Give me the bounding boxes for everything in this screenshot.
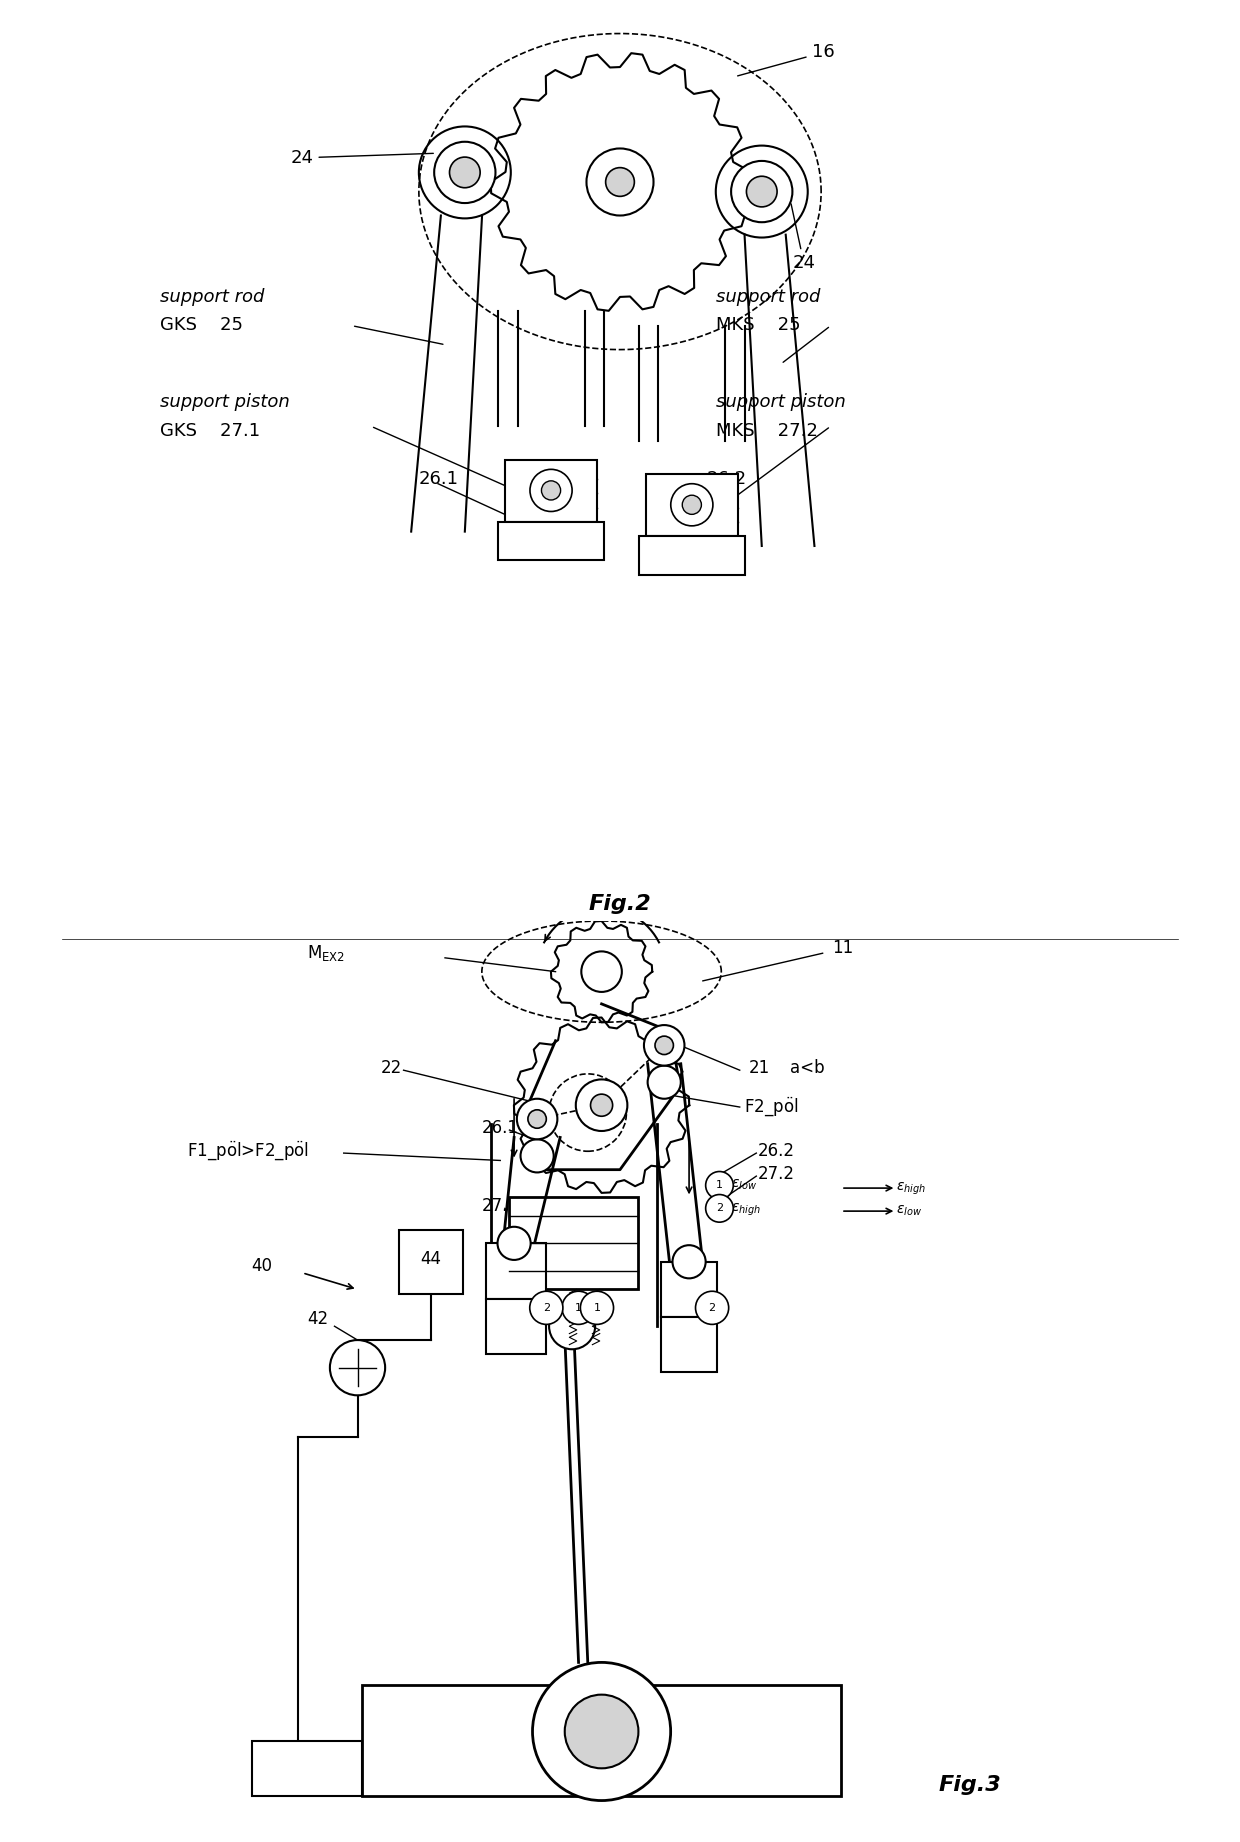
Text: support rod: support rod [715, 287, 820, 306]
Text: 1: 1 [715, 1181, 723, 1190]
Circle shape [450, 157, 480, 188]
Circle shape [644, 1024, 684, 1065]
Circle shape [706, 1172, 733, 1199]
Polygon shape [528, 1004, 680, 1170]
Text: $\varepsilon_{low}$: $\varepsilon_{low}$ [730, 1179, 756, 1192]
Circle shape [605, 168, 635, 197]
Polygon shape [500, 1138, 518, 1271]
Text: 27.2: 27.2 [758, 1164, 795, 1183]
Circle shape [682, 495, 702, 514]
Text: 27.1: 27.1 [482, 1197, 518, 1216]
Circle shape [647, 1065, 681, 1098]
Text: 24: 24 [791, 204, 816, 273]
Text: GKS    27.1: GKS 27.1 [160, 422, 260, 440]
Text: F1_p$\ddot{\sf o}$l>F2_p$\ddot{\sf o}$l: F1_p$\ddot{\sf o}$l>F2_p$\ddot{\sf o}$l [187, 1140, 309, 1162]
Text: p$\ddot{\sf o}$l: p$\ddot{\sf o}$l [588, 1724, 615, 1746]
Circle shape [587, 149, 653, 216]
Text: 2: 2 [708, 1302, 715, 1313]
Circle shape [564, 1695, 639, 1768]
Circle shape [497, 1227, 531, 1260]
Circle shape [580, 1291, 614, 1324]
Text: 24: 24 [290, 149, 433, 168]
Bar [362, 1685, 841, 1796]
Text: GKS    25: GKS 25 [160, 317, 243, 335]
Text: MKS    27.2: MKS 27.2 [715, 422, 817, 440]
Circle shape [696, 1291, 729, 1324]
Text: 2: 2 [715, 1203, 723, 1214]
Circle shape [528, 1109, 547, 1127]
Text: 1: 1 [594, 1302, 600, 1313]
Text: 11: 11 [832, 939, 853, 958]
Bar [510, 1197, 639, 1289]
Circle shape [517, 1098, 557, 1138]
Text: b: b [528, 1105, 538, 1124]
Text: 42: 42 [306, 1310, 329, 1328]
Circle shape [330, 1341, 386, 1396]
Text: M$_{\sf EX2}$: M$_{\sf EX2}$ [306, 943, 345, 963]
Circle shape [529, 470, 572, 512]
Circle shape [549, 1304, 595, 1348]
Bar [646, 473, 738, 536]
Bar [639, 536, 744, 575]
Circle shape [542, 481, 560, 499]
Text: 26.2: 26.2 [707, 470, 746, 488]
Bar [505, 460, 596, 521]
Circle shape [732, 160, 792, 223]
Text: 1: 1 [575, 1302, 582, 1313]
Circle shape [434, 142, 496, 203]
Text: 22: 22 [381, 1059, 402, 1078]
Text: support rod: support rod [160, 287, 264, 306]
Text: Fig.3: Fig.3 [939, 1776, 1002, 1796]
Circle shape [575, 1079, 627, 1131]
Circle shape [521, 1138, 554, 1173]
Text: $\varepsilon_{low}$: $\varepsilon_{low}$ [897, 1205, 923, 1218]
Circle shape [529, 1291, 563, 1324]
Bar [661, 1317, 717, 1372]
Text: a<b: a<b [790, 1059, 825, 1078]
Circle shape [706, 1195, 733, 1223]
Text: MKS    25: MKS 25 [715, 317, 800, 335]
Circle shape [655, 1035, 673, 1054]
Circle shape [590, 1094, 613, 1116]
Text: support piston: support piston [715, 392, 846, 411]
Text: 26.1: 26.1 [482, 1118, 518, 1137]
Text: 2: 2 [543, 1302, 549, 1313]
Text: $\varepsilon_{high}$: $\varepsilon_{high}$ [897, 1181, 926, 1197]
Circle shape [672, 1245, 706, 1278]
Text: 21: 21 [749, 1059, 770, 1078]
Bar [486, 1299, 547, 1354]
Bar [252, 1741, 362, 1796]
Text: 26.1: 26.1 [419, 470, 459, 488]
Text: 16: 16 [738, 44, 835, 76]
Bar [399, 1230, 464, 1295]
Circle shape [671, 484, 713, 525]
Text: F2_p$\ddot{\sf o}$l: F2_p$\ddot{\sf o}$l [744, 1096, 799, 1118]
Circle shape [746, 177, 777, 206]
Bar [486, 1243, 547, 1299]
Bar [661, 1262, 717, 1317]
Circle shape [582, 952, 621, 991]
Bar [498, 521, 604, 560]
Text: support piston: support piston [160, 392, 290, 411]
Text: 44: 44 [420, 1249, 441, 1267]
Text: Fig.2: Fig.2 [589, 893, 651, 914]
Text: 40: 40 [252, 1256, 273, 1275]
Circle shape [532, 1661, 671, 1801]
Text: 26.2: 26.2 [758, 1142, 795, 1160]
Circle shape [562, 1291, 595, 1324]
Text: a: a [671, 1032, 681, 1050]
Text: $\varepsilon_{high}$: $\varepsilon_{high}$ [730, 1201, 760, 1218]
Polygon shape [564, 1335, 588, 1661]
